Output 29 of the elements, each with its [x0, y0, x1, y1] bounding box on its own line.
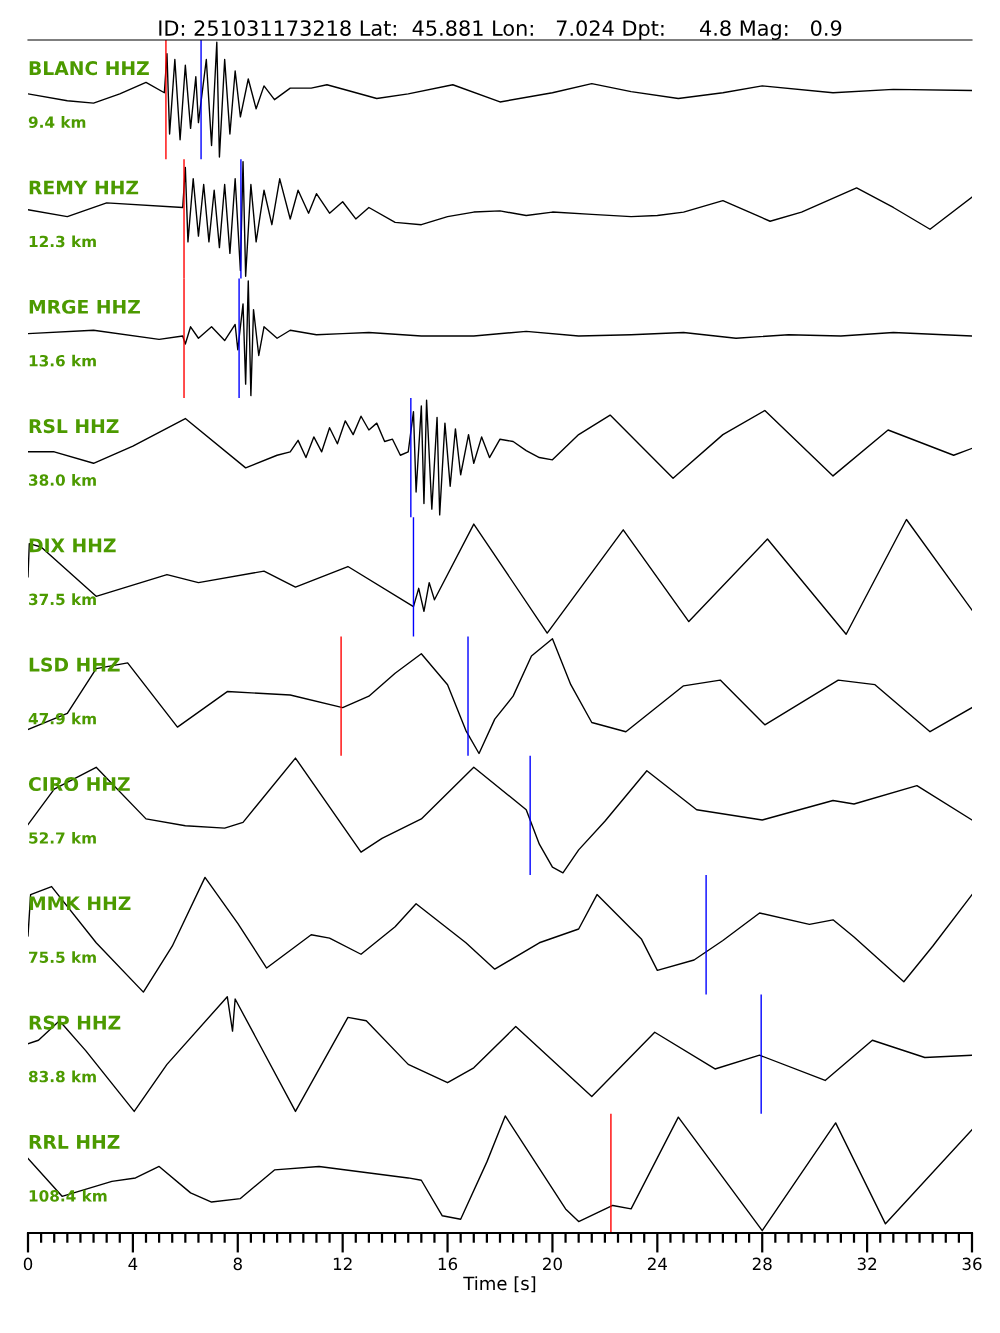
chart-title: ID: 251031173218 Lat: 45.881 Lon: 7.024 Dpt: 4.8 Mag: 0.9	[159, 20, 842, 40]
annotation: 108.4 km	[29, 1189, 107, 1202]
x-tick-label: 20	[543, 1257, 562, 1271]
annotation: 83.8 km	[28, 1070, 96, 1083]
x-axis-title: Time [s]	[463, 1276, 536, 1293]
annotation: RSP HHZ	[29, 1015, 121, 1030]
annotation: 12.3 km	[29, 235, 96, 248]
annotation: MRGE HHZ	[29, 299, 140, 314]
annotation: 75.5 km	[29, 951, 96, 964]
annotation: RSL HHZ	[29, 418, 119, 434]
x-tick-label: 0	[23, 1257, 33, 1271]
annotation: 52.7 km	[29, 831, 96, 844]
annotation: 38.0 km	[29, 474, 96, 486]
annotation: BLANC HHZ	[29, 61, 149, 76]
annotation: LSD HHZ	[29, 657, 120, 672]
x-tick-label: 36	[962, 1257, 982, 1271]
annotation: RRL HHZ	[29, 1135, 120, 1149]
annotation: DIX HHZ	[29, 538, 116, 553]
annotation: 37.5 km	[29, 593, 96, 606]
x-tick-label: 24	[647, 1257, 667, 1270]
x-tick-label: 28	[752, 1257, 772, 1271]
annotation: 13.6 km	[29, 354, 96, 367]
x-tick-label: 32	[857, 1257, 877, 1271]
x-tick-label: 12	[333, 1257, 352, 1270]
x-tick-label: 8	[233, 1257, 242, 1271]
x-tick-label: 16	[438, 1257, 458, 1271]
x-tick-label: 4	[128, 1257, 138, 1270]
annotation: REMY HHZ	[29, 180, 139, 195]
annotation: 9.4 km	[28, 116, 86, 128]
